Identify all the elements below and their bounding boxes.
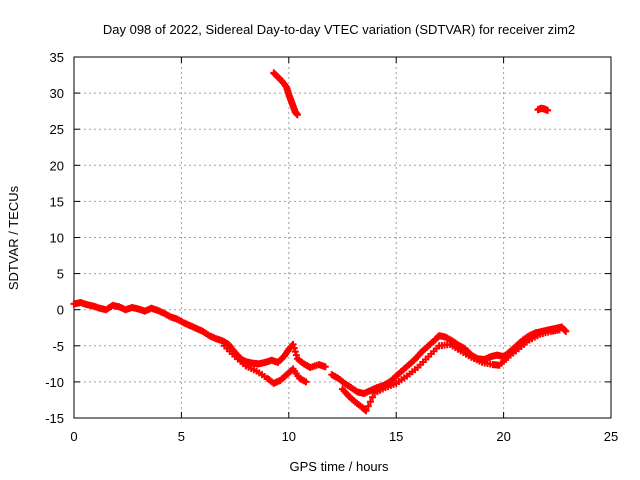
data-point-interp: [291, 348, 299, 356]
axis-ticks: [73, 56, 612, 419]
data-point-interp: [364, 402, 372, 410]
x-tick-label: 0: [70, 429, 77, 444]
data-point: [544, 106, 552, 114]
y-tick-label: 25: [50, 122, 64, 137]
plot-frame: [73, 56, 612, 419]
data-point: [562, 327, 570, 335]
data-point: [302, 378, 310, 386]
y-tick-label: 15: [50, 194, 64, 209]
x-tick-label: 25: [604, 429, 618, 444]
y-tick-label: 10: [50, 231, 64, 246]
chart-title: Day 098 of 2022, Sidereal Day-to-day VTE…: [103, 22, 575, 37]
data-point: [362, 407, 370, 415]
series-isolated-cluster: [534, 104, 552, 114]
y-tick-label: -5: [52, 339, 64, 354]
y-tick-label: 5: [57, 267, 64, 282]
data-points: [70, 69, 570, 415]
x-tick-label: 5: [178, 429, 185, 444]
y-axis-label: SDTVAR / TECUs: [6, 185, 21, 290]
series-recovery-lower-band: [339, 326, 563, 415]
y-tick-label: 35: [50, 50, 64, 65]
x-axis-label: GPS time / hours: [290, 459, 389, 474]
data-point: [321, 363, 329, 371]
data-point: [555, 326, 563, 334]
y-tick-label: 30: [50, 86, 64, 101]
data-point-interp: [292, 351, 300, 359]
y-tick-label: 20: [50, 158, 64, 173]
y-tick-label: 0: [57, 303, 64, 318]
y-tick-label: -15: [45, 411, 64, 426]
x-tick-label: 10: [282, 429, 296, 444]
x-tick-label: 20: [496, 429, 510, 444]
data-point-interp: [366, 398, 374, 406]
x-tick-label: 15: [389, 429, 403, 444]
series-high-segment: [270, 69, 301, 119]
data-point: [293, 111, 301, 119]
series-lower-branch: [220, 342, 310, 387]
tick-labels: 0 5 10 15 20 25 -15 -10 -5 0 5 10 15 20 25 30 35: [45, 50, 618, 444]
grid-lines: [74, 57, 611, 418]
data-point-interp: [369, 393, 377, 401]
data-point-interp: [290, 344, 298, 352]
y-tick-label: -10: [45, 375, 64, 390]
data-point: [289, 340, 297, 348]
